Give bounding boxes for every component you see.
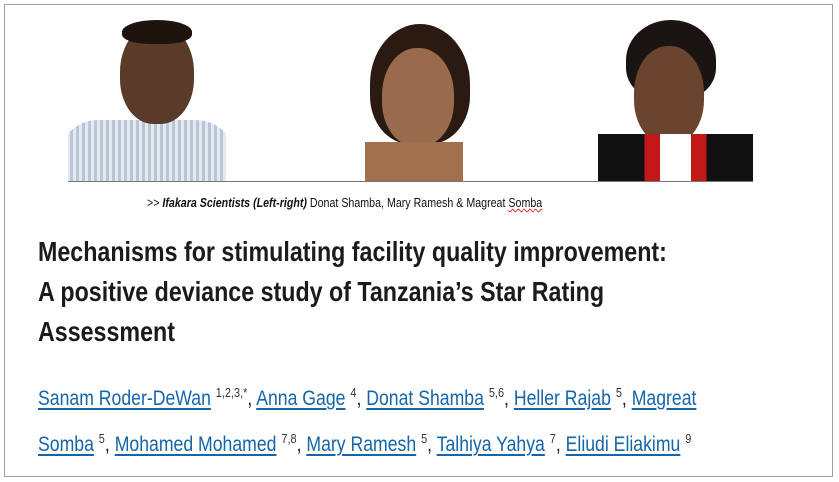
article-title: Mechanisms for stimulating facility qual… [38, 232, 667, 352]
affiliation-sup: 5 [615, 385, 622, 400]
affiliation-sup: 4 [350, 385, 357, 400]
photo-caption: >> Ifakara Scientists (Left-right) Donat… [147, 195, 542, 210]
author-link[interactable]: Mohamed Mohamed [114, 433, 277, 456]
photo-baseline [68, 181, 753, 182]
caption-last-name: Somba [508, 195, 543, 210]
caption-names: Donat Shamba, Mary Ramesh & Magreat [306, 195, 509, 210]
affiliation-sup: 7,8 [281, 431, 297, 446]
author-link[interactable]: Mary Ramesh [306, 433, 417, 456]
affiliation-sup: 5 [98, 431, 105, 446]
author-list: Sanam Roder-DeWan 1,2,3,*, Anna Gage 4, … [38, 385, 697, 456]
author-link[interactable]: Magreat [631, 387, 697, 410]
affiliation-sup: 7 [549, 431, 556, 446]
title-line-1: Mechanisms for stimulating facility qual… [38, 236, 667, 267]
title-line-3: Assessment [38, 316, 175, 347]
author-link[interactable]: Anna Gage [256, 387, 346, 410]
affiliation-sup: 1,2,3,* [215, 385, 248, 400]
photo-mary-ramesh [335, 20, 493, 182]
affiliation-sup: 5,6 [488, 385, 505, 400]
affiliation-sup: 5 [421, 431, 428, 446]
document-frame [4, 4, 833, 477]
author-link[interactable]: Donat Shamba [366, 387, 484, 410]
caption-italic: Ifakara Scientists (Left-right) [162, 195, 307, 210]
caption-prefix: >> [147, 195, 163, 210]
photo-magreat-somba [598, 20, 753, 182]
author-link[interactable]: Talhiya Yahya [436, 433, 545, 456]
title-line-2: A positive deviance study of Tanzania’s … [38, 276, 605, 307]
photo-donat-shamba [68, 20, 226, 182]
author-link[interactable]: Somba [38, 433, 94, 456]
author-link[interactable]: Sanam Roder-DeWan [38, 387, 211, 410]
author-link[interactable]: Heller Rajab [513, 387, 611, 410]
affiliation-sup: 9 [685, 431, 692, 446]
author-link[interactable]: Eliudi Eliakimu [565, 433, 681, 456]
